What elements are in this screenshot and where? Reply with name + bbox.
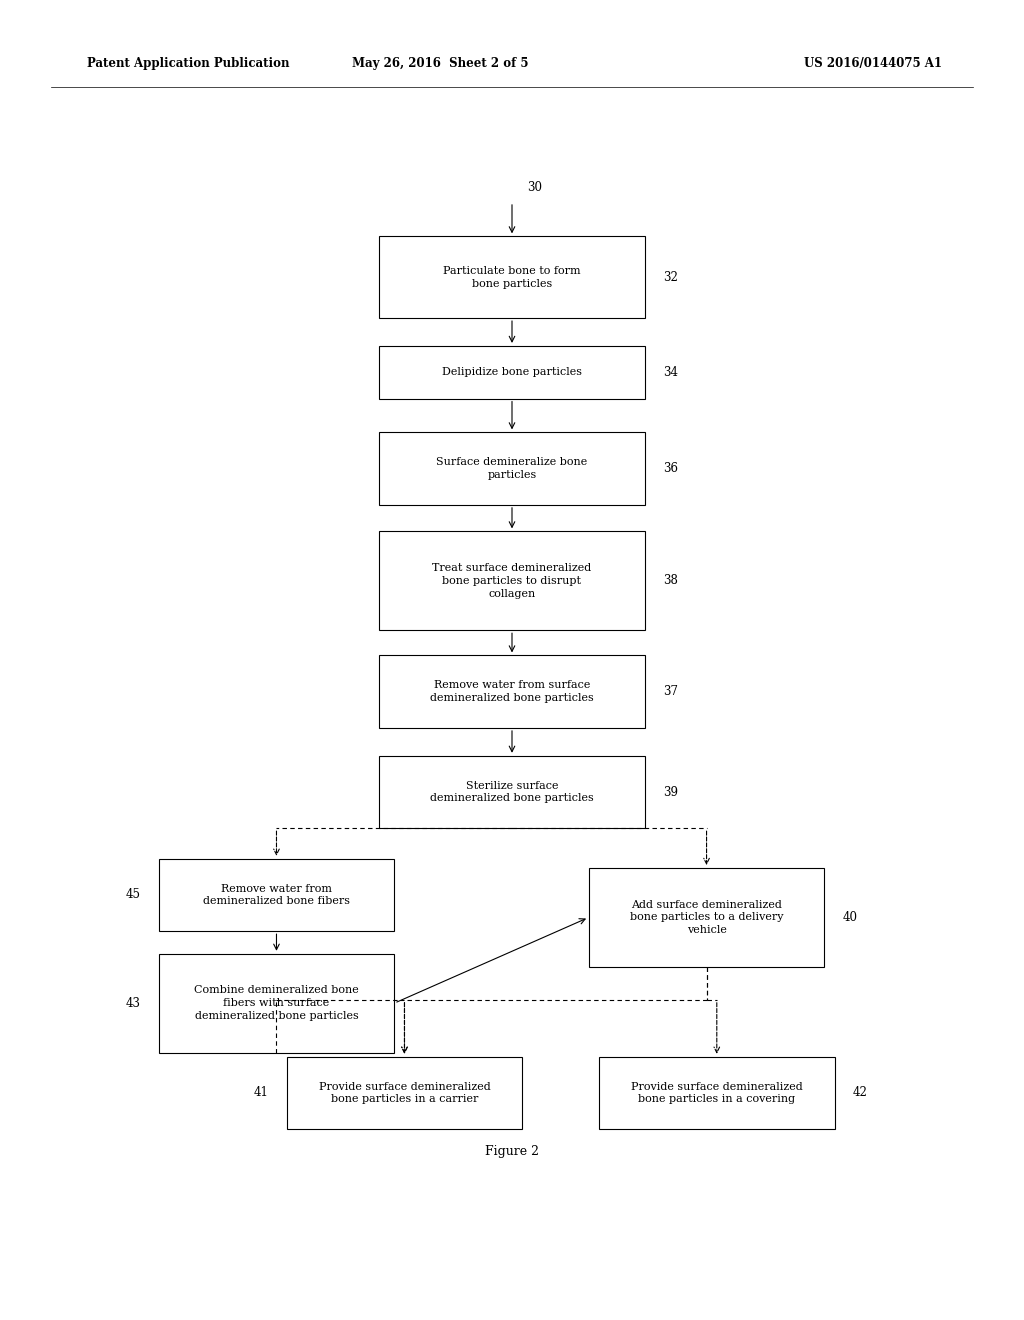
Text: Remove water from
demineralized bone fibers: Remove water from demineralized bone fib…: [203, 883, 350, 907]
Text: 36: 36: [664, 462, 679, 475]
Bar: [379, 346, 645, 399]
Text: 37: 37: [664, 685, 679, 698]
Bar: [159, 859, 394, 932]
Text: 41: 41: [253, 1086, 268, 1100]
Text: 34: 34: [664, 366, 679, 379]
Text: 38: 38: [664, 574, 679, 587]
Bar: [379, 433, 645, 504]
Text: Treat surface demineralized
bone particles to disrupt
collagen: Treat surface demineralized bone particl…: [432, 564, 592, 598]
Bar: [589, 869, 824, 966]
Bar: [379, 236, 645, 318]
Text: 40: 40: [843, 911, 858, 924]
Bar: [379, 531, 645, 630]
Text: Provide surface demineralized
bone particles in a covering: Provide surface demineralized bone parti…: [631, 1081, 803, 1105]
Bar: [159, 953, 394, 1053]
Text: Combine demineralized bone
fibers with surface
demineralized bone particles: Combine demineralized bone fibers with s…: [195, 986, 358, 1020]
Text: 39: 39: [664, 785, 679, 799]
Bar: [287, 1056, 522, 1130]
Text: Add surface demineralized
bone particles to a delivery
vehicle: Add surface demineralized bone particles…: [630, 900, 783, 935]
Text: Surface demineralize bone
particles: Surface demineralize bone particles: [436, 457, 588, 480]
Text: 45: 45: [125, 888, 140, 902]
Text: Remove water from surface
demineralized bone particles: Remove water from surface demineralized …: [430, 680, 594, 704]
Text: Particulate bone to form
bone particles: Particulate bone to form bone particles: [443, 265, 581, 289]
Text: Sterilize surface
demineralized bone particles: Sterilize surface demineralized bone par…: [430, 780, 594, 804]
Text: Provide surface demineralized
bone particles in a carrier: Provide surface demineralized bone parti…: [318, 1081, 490, 1105]
Bar: [599, 1056, 835, 1130]
Text: Figure 2: Figure 2: [485, 1144, 539, 1158]
Text: 30: 30: [527, 181, 543, 194]
Bar: [379, 755, 645, 829]
Text: 43: 43: [125, 997, 140, 1010]
Text: 42: 42: [853, 1086, 868, 1100]
Bar: [379, 656, 645, 729]
Text: US 2016/0144075 A1: US 2016/0144075 A1: [804, 57, 942, 70]
Text: 32: 32: [664, 271, 679, 284]
Text: Patent Application Publication: Patent Application Publication: [87, 57, 290, 70]
Text: May 26, 2016  Sheet 2 of 5: May 26, 2016 Sheet 2 of 5: [352, 57, 528, 70]
Text: Delipidize bone particles: Delipidize bone particles: [442, 367, 582, 378]
